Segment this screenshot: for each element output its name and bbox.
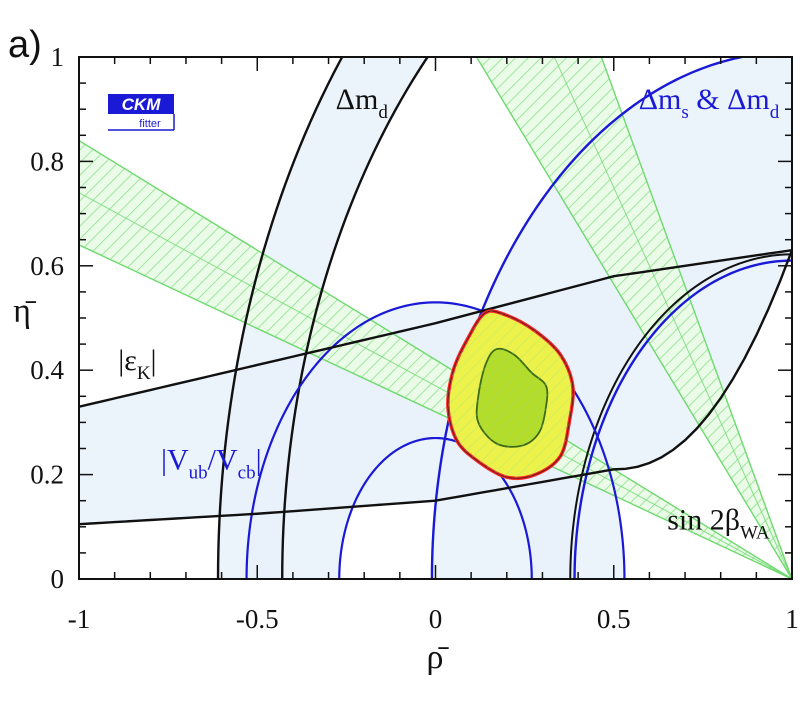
y-tick-label: 0.8 — [30, 146, 64, 176]
vub-outer-curve — [245, 301, 626, 579]
sin2beta-center-2 — [553, 57, 792, 579]
annotation-1: Δmd — [336, 83, 389, 123]
sin2beta-center-1 — [79, 192, 792, 579]
x-tick-label: -1 — [68, 604, 91, 634]
annotation-5: sin 2βWA — [667, 503, 770, 543]
x-tick-label: 0.5 — [597, 604, 631, 634]
delta-ms-inner-curve — [573, 259, 792, 579]
epsilon-k-upper-curve — [79, 248, 792, 408]
y-tick-label: 0.4 — [30, 355, 64, 385]
annotation-2: Δms & Δmd — [639, 83, 780, 123]
vub-inner-curve — [338, 436, 533, 579]
fit-region-hatch — [447, 311, 574, 479]
delta-md-outer-curve — [216, 57, 344, 579]
sin2beta-edge-1 — [79, 244, 792, 579]
y-axis-label: η̄ — [13, 293, 37, 330]
y-tick-label: 0.6 — [30, 251, 64, 281]
logo-box — [108, 94, 174, 114]
panel-label: a) — [8, 24, 42, 66]
y-tick-label: 0 — [51, 564, 65, 594]
x-tick-label: 0 — [429, 604, 443, 634]
ckm-fitter-logo: CKM fitter — [108, 94, 175, 131]
x-axis-label: ρ̄ — [427, 639, 450, 676]
sin2beta-edge-3 — [475, 57, 792, 579]
y-tick-label: 0.2 — [30, 460, 64, 490]
delta-ms-inner-overlay — [569, 253, 792, 579]
annotation-3: |εK| — [118, 344, 156, 384]
sin2beta-edge-2 — [79, 139, 792, 579]
logo-text-ckm: CKM — [122, 95, 162, 114]
x-tick-label: -0.5 — [236, 604, 279, 634]
sin2beta-edge-4 — [600, 57, 792, 579]
y-tick-label: 1 — [51, 42, 65, 72]
x-tick-label: 1 — [785, 604, 799, 634]
annotation-4: |Vub/Vcb| — [161, 443, 262, 483]
epsilon-k-lower-curve — [79, 249, 792, 526]
delta-md-inner-curve — [281, 57, 430, 579]
logo-text-fitter: fitter — [139, 118, 161, 130]
